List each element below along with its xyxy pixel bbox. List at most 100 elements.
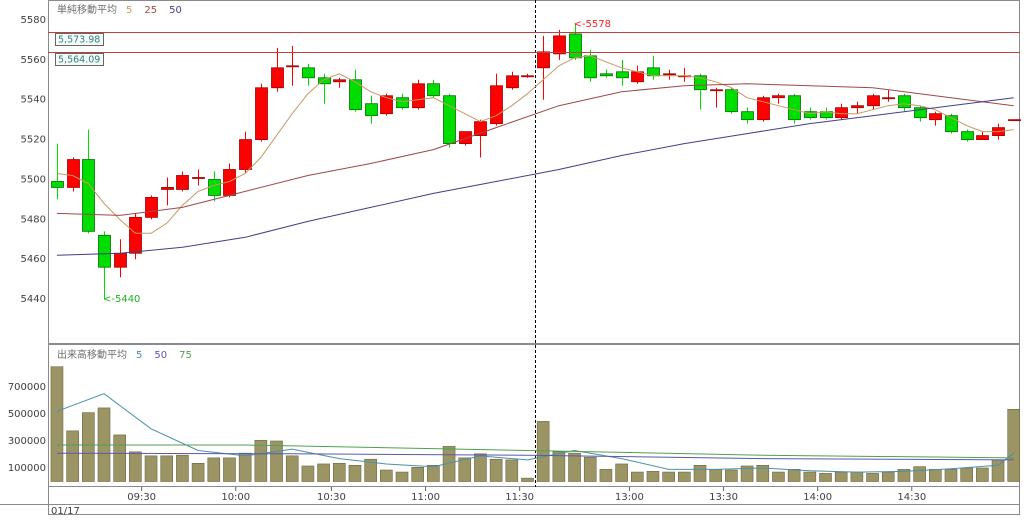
x-tick-label: 09:30 — [127, 492, 156, 503]
candle-body — [427, 83, 440, 97]
candle-body — [208, 179, 221, 196]
candle-body — [663, 73, 676, 76]
candle-body — [176, 175, 189, 190]
candle-body — [1008, 119, 1021, 122]
volume-bar — [521, 477, 534, 482]
volume-bar — [285, 455, 299, 482]
candle-body — [82, 159, 95, 232]
price-label-box — [55, 33, 104, 46]
moving-average-line — [56, 55, 1014, 234]
moving-average-line — [56, 97, 1014, 256]
price-panel — [48, 0, 1020, 344]
panel-title: 単純移動平均 — [57, 3, 117, 16]
volume-bar — [458, 457, 472, 482]
volume-bar — [238, 452, 252, 482]
panel-title: 出来高移動平均 — [57, 348, 127, 361]
candle-body — [271, 67, 284, 89]
moving-average-line — [56, 83, 1014, 216]
moving-average-line — [56, 452, 1014, 461]
x-tick-label: 10:30 — [317, 492, 346, 503]
x-axis-panel — [48, 486, 1020, 515]
candle-body — [772, 95, 785, 99]
candle-body — [929, 113, 942, 121]
candle-body — [882, 97, 895, 100]
candle-body — [443, 95, 456, 144]
volume-bar — [317, 463, 330, 482]
candle-body — [114, 252, 127, 268]
legend-entry: 5 — [136, 350, 142, 361]
volume-bar — [583, 456, 597, 482]
candle-body — [961, 131, 974, 140]
x-tick-label: 10:00 — [221, 492, 250, 503]
volume-bar — [976, 467, 989, 482]
volume-bar — [615, 463, 628, 482]
x-tick-label: 11:00 — [411, 492, 440, 503]
volume-bar — [160, 455, 174, 482]
legend-entry: 5 — [126, 5, 132, 16]
candle-body — [788, 95, 801, 121]
candle-body — [851, 105, 864, 109]
candle-body — [192, 177, 205, 179]
volume-bar — [725, 469, 738, 482]
candle-body — [380, 95, 393, 115]
candle-body — [333, 79, 346, 83]
candle-body — [396, 97, 409, 109]
volume-bar — [505, 459, 519, 482]
volume-bar — [411, 467, 424, 482]
candle-body — [145, 197, 158, 218]
volume-bar — [662, 471, 675, 482]
volume-bar — [678, 471, 691, 482]
volume-bar — [223, 457, 236, 482]
price-label-box — [55, 53, 104, 66]
legend-entry: 50 — [154, 350, 167, 361]
candle-body — [521, 75, 534, 78]
legend-entry: 75 — [179, 350, 192, 361]
volume-bar — [50, 366, 64, 482]
volume-bar — [129, 451, 142, 482]
legend-entry: 50 — [169, 5, 182, 16]
candle-body — [616, 71, 629, 79]
candle-body — [835, 107, 848, 119]
candle-body — [365, 103, 378, 117]
date-label: 01/17 — [51, 506, 80, 517]
volume-bar — [756, 465, 770, 482]
volume-bar — [709, 469, 723, 482]
x-tick-label: 13:00 — [615, 492, 644, 503]
volume-bar — [897, 469, 911, 482]
y-tick-label: 5560 — [21, 55, 46, 66]
volume-bar — [66, 430, 79, 482]
volume-bar — [991, 459, 1005, 482]
volume-bar — [254, 440, 268, 482]
volume-bar — [364, 458, 377, 482]
candle-body — [569, 33, 582, 59]
volume-bar — [474, 453, 487, 482]
annotation: <-5440 — [103, 294, 140, 305]
volume-bar — [489, 458, 503, 482]
volume-bar — [380, 469, 393, 482]
y-tick-label: 100000 — [8, 463, 46, 474]
volume-bar — [740, 465, 754, 482]
candle-body — [239, 139, 252, 170]
candle-body — [553, 35, 566, 55]
volume-bar — [646, 471, 660, 482]
candle-body — [506, 75, 519, 89]
candle-body — [412, 83, 425, 109]
volume-bar — [332, 462, 346, 482]
volume-bar — [913, 466, 926, 482]
volume-bar — [113, 434, 126, 482]
y-tick-label: 5480 — [21, 214, 46, 225]
volume-bar — [929, 469, 942, 482]
volume-bar — [568, 452, 581, 482]
candle-body — [757, 97, 770, 121]
volume-bar — [552, 451, 566, 482]
candle-body — [318, 77, 331, 85]
volume-bar — [395, 471, 409, 482]
y-tick-label: 5540 — [21, 95, 46, 106]
volume-bar — [850, 471, 864, 482]
volume-bar — [803, 471, 817, 482]
volume-bar — [270, 440, 283, 482]
y-tick-label: 5580 — [21, 15, 46, 26]
candle-body — [867, 95, 880, 107]
volume-bar — [176, 454, 189, 482]
